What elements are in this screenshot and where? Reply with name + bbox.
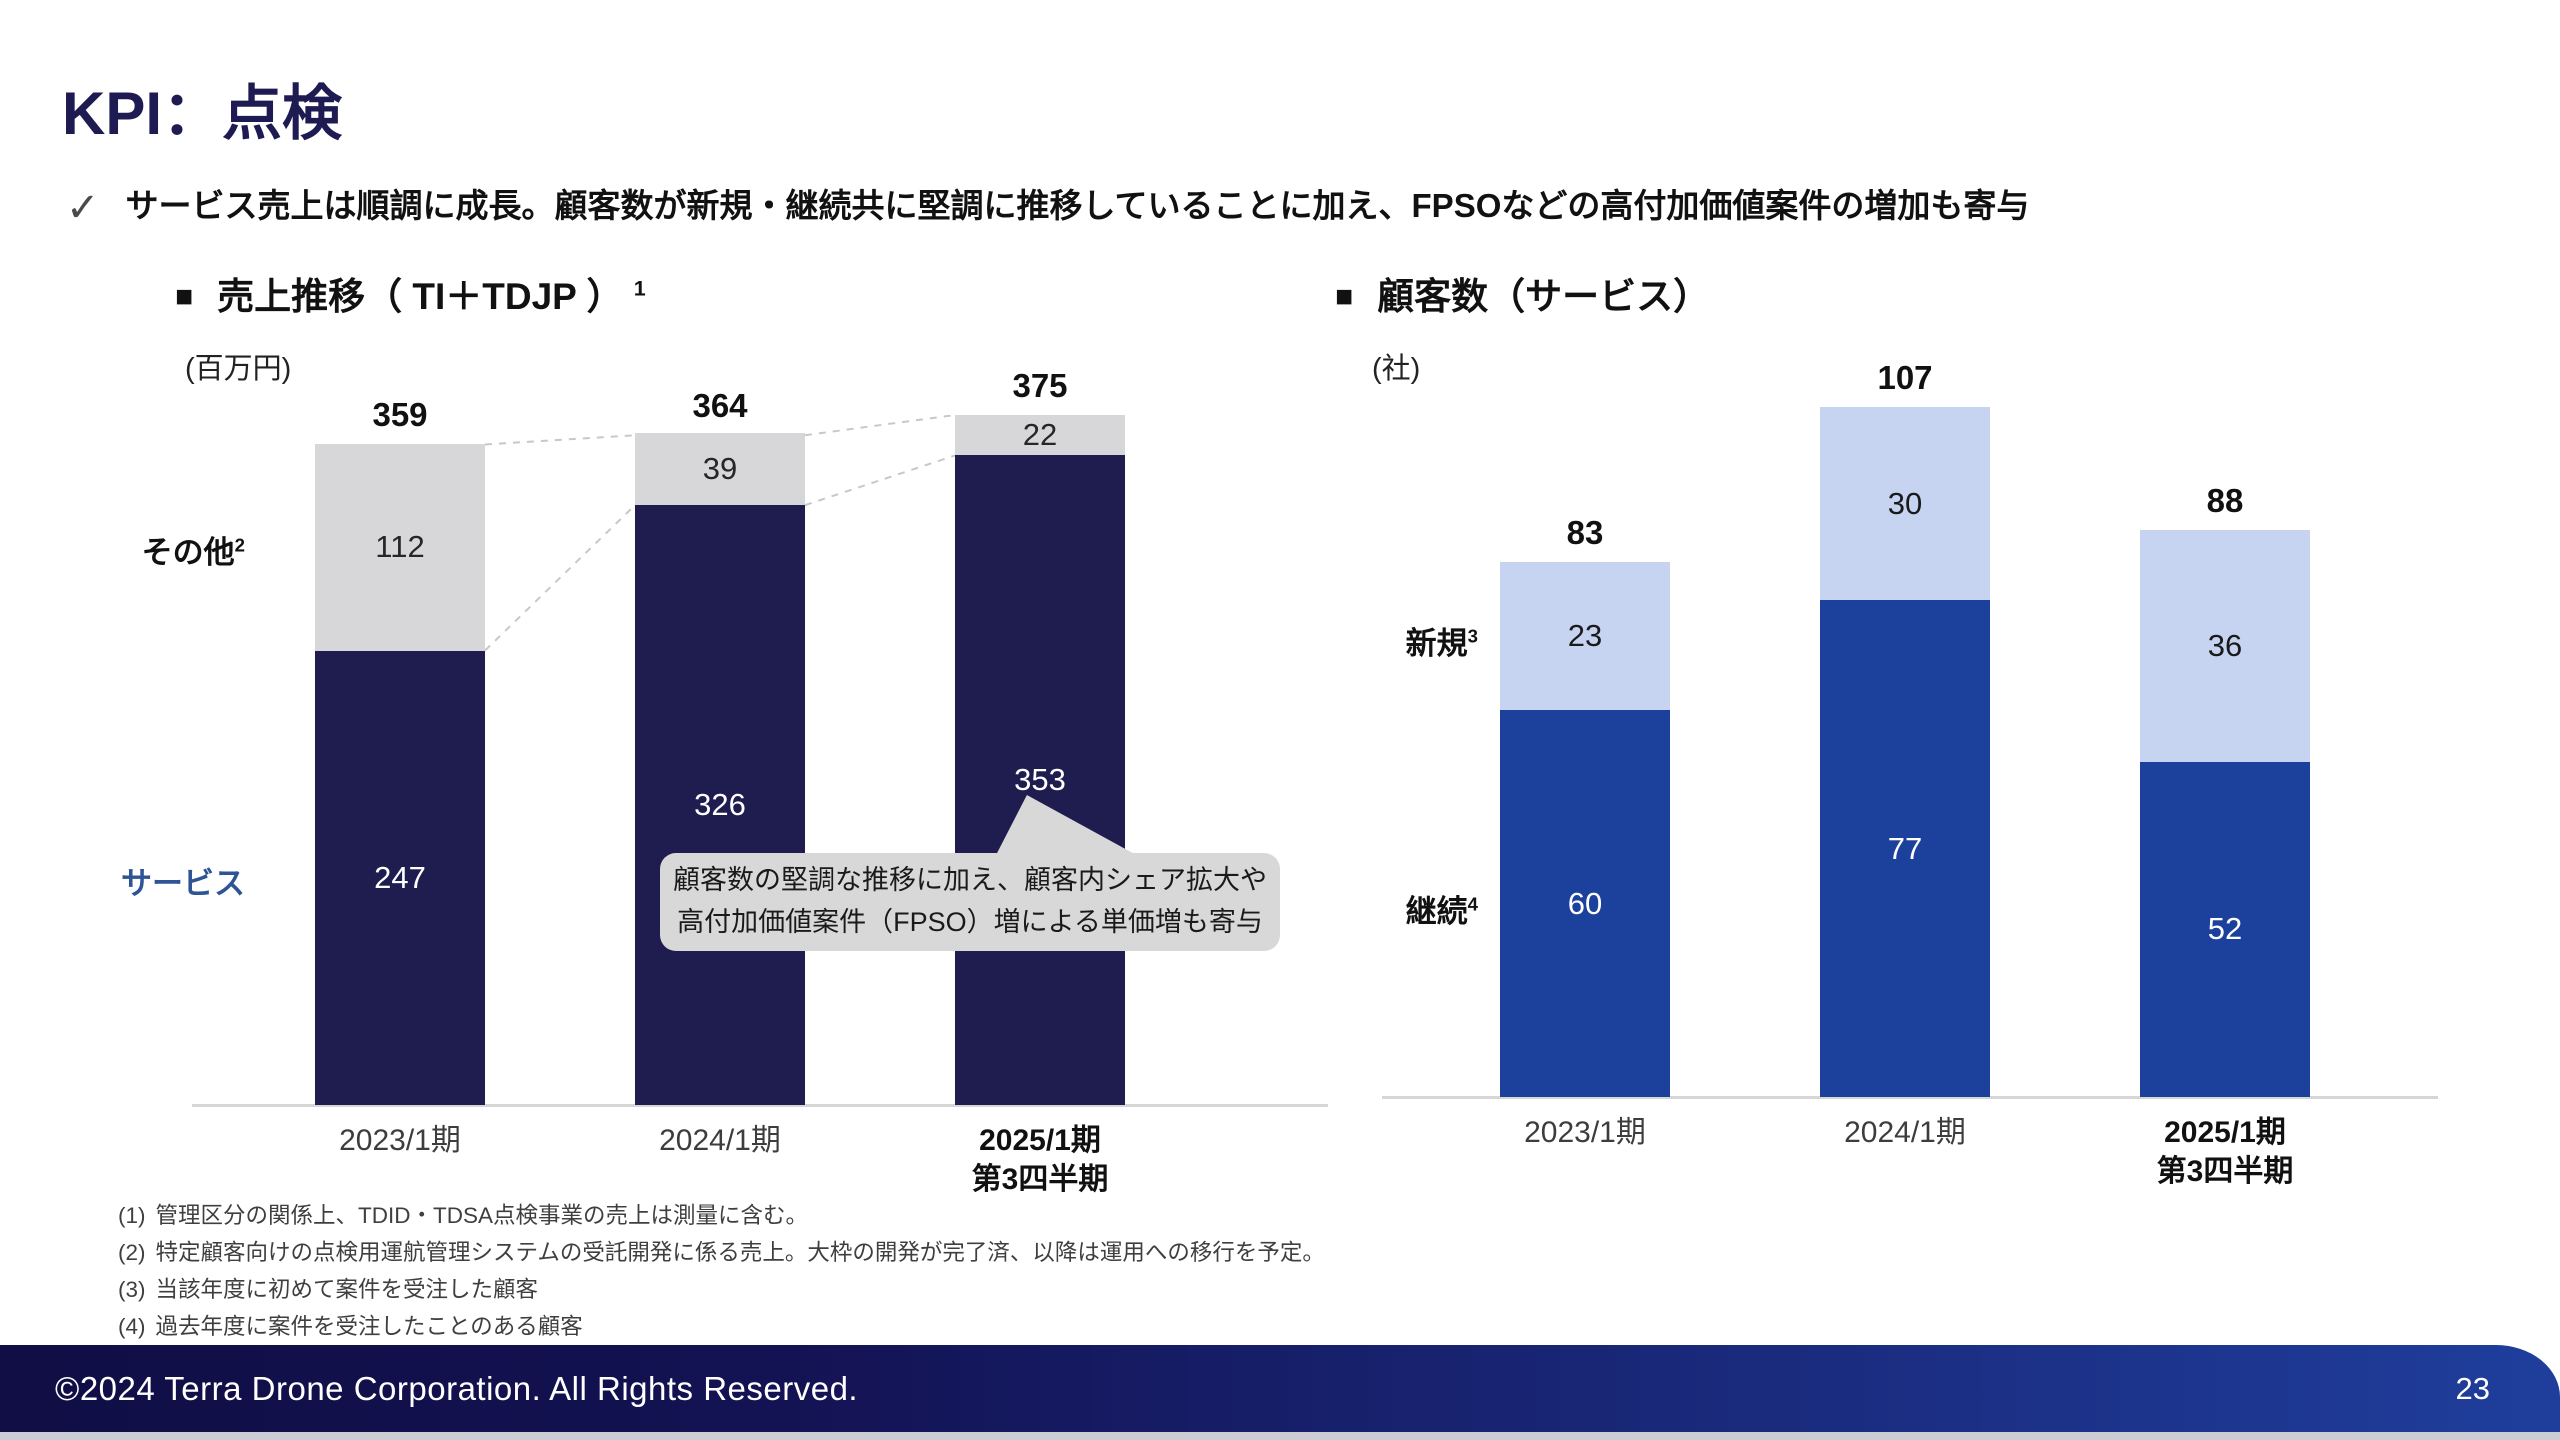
revenue-bar-2024/1期: 326 39 [635,433,805,1105]
legend-other-text: その他 [141,535,235,570]
segment-value: 30 [1887,485,1923,521]
footnote-1-text: 管理区分の関係上、TDID・TDSA点検事業の売上は測量に含む。 [155,1203,809,1228]
legend-continuing-text: 継続 [1405,894,1468,929]
footnote-4-num: (4) [118,1313,146,1339]
footnote-2: (2) 特定顧客向けの点検用運航管理システムの受託開発に係る売上。大枠の開発が完了… [118,1235,1325,1272]
total-label: 88 [2206,481,2244,519]
revenue-chart-header: ■ 売上推移（ TI＋TDJP ） 1 [175,278,646,315]
revenue-segment-その他: 112 [315,444,485,651]
revenue-segment-サービス: 247 [315,650,485,1105]
legend-new-label: 新規3 [1328,618,1478,663]
x-axis-label: 2023/1期 [1524,1116,1646,1149]
callout-line1: 顧客数の堅調な推移に加え、顧客内シェア拡大や [673,865,1267,896]
x-axis-label: 2023/1期 [339,1124,461,1157]
legend-other-label: その他2 [95,527,245,572]
footer-bar: ©2024 Terra Drone Corporation. All Right… [0,1345,2560,1432]
revenue-segment-その他: 39 [635,433,805,506]
segment-value: 36 [2207,627,2243,663]
revenue-title-superscript: 1 [633,276,646,301]
page-number: 23 [2455,1370,2490,1406]
revenue-unit-label: (百万円) [185,353,292,385]
segment-value: 353 [1014,762,1066,798]
footnote-2-num: (2) [118,1239,146,1265]
revenue-chart-title-text: 売上推移（ TI＋TDJP ） [217,276,624,317]
callout-box: 顧客数の堅調な推移に加え、顧客内シェア拡大や 高付加価値案件（FPSO）増による… [660,853,1280,951]
footnote-4: (4) 過去年度に案件を受注したことのある顧客 [118,1309,1325,1346]
summary-text: サービス売上は順調に成長。顧客数が新規・継続共に堅調に推移していることに加え、F… [125,187,2030,224]
customers-chart-plot: 60 23 83 2023/1期 77 30 107 2024/1期 52 36 88 2025/1期… [1382,359,2438,1188]
x-axis-label: 2025/1期 第3四半期 [2156,1116,2294,1188]
customers-segment-新規: 23 [1500,561,1670,711]
revenue-chart-title: 売上推移（ TI＋TDJP ） 1 [217,278,646,315]
segment-value: 60 [1567,885,1603,921]
footnote-4-text: 過去年度に案件を受注したことのある顧客 [155,1313,583,1339]
segment-value: 22 [1022,417,1058,453]
x-axis-label: 2025/1期 第3四半期 [971,1124,1109,1196]
footnotes: (1) 管理区分の関係上、TDID・TDSA点検事業の売上は測量に含む。 (2) 特… [118,1198,1325,1346]
copyright-text: ©2024 Terra Drone Corporation. All Right… [55,1369,859,1407]
footnote-1-num: (1) [118,1203,146,1228]
total-label: 364 [692,387,748,425]
revenue-bar-2023/1期: 247 112 [315,444,485,1105]
total-label: 83 [1566,513,1604,551]
x-axis-line [192,1104,1328,1107]
footnote-2-text: 特定顧客向けの点検用運航管理システムの受託開発に係る売上。大枠の開発が完了済、以… [155,1239,1325,1265]
footnote-3-num: (3) [118,1276,146,1302]
segment-value: 326 [694,787,746,823]
summary-row: ✓ サービス売上は順調に成長。顧客数が新規・継続共に堅調に推移していることに加え… [66,186,2029,228]
legend-other-superscript: 2 [234,534,245,556]
customers-segment-新規: 36 [2140,529,2310,762]
customers-segment-継続: 77 [1820,600,1990,1097]
legend-new-superscript: 3 [1467,625,1478,647]
segment-value: 112 [375,529,425,565]
customers-segment-新規: 30 [1820,407,1990,601]
x-axis-label: 2024/1期 [659,1124,781,1157]
customers-chart-header: ■ 顧客数（サービス） [1335,278,1710,315]
footnote-3-text: 当該年度に初めて案件を受注した顧客 [155,1276,539,1302]
segment-value: 23 [1567,617,1603,653]
revenue-segment-サービス: 353 [955,455,1125,1105]
customers-chart-title: 顧客数（サービス） [1377,276,1711,317]
x-axis-line [1382,1096,2438,1099]
total-label: 375 [1012,367,1068,404]
customers-bar-2023/1期: 60 23 [1500,561,1670,1097]
segment-value: 247 [374,859,426,895]
customers-segment-継続: 60 [1500,710,1670,1097]
legend-continuing-label: 継続4 [1328,886,1478,931]
customers-segment-継続: 52 [2140,761,2310,1097]
revenue-segment-その他: 22 [955,415,1125,456]
revenue-bar-2025/1期第3四半期: 353 22 [955,415,1125,1105]
bottom-edge-strip [0,1432,2560,1440]
x-axis-label: 2024/1期 [1844,1116,1966,1149]
customers-unit-label: (社) [1372,353,1421,385]
square-bullet-icon: ■ [175,279,194,313]
segment-value: 39 [702,451,738,487]
footnote-3: (3) 当該年度に初めて案件を受注した顧客 [118,1272,1325,1309]
page-title: KPI：点検 [62,80,343,147]
legend-service-label: サービス [121,866,245,901]
square-bullet-icon: ■ [1335,279,1354,313]
customers-bar-2024/1期: 77 30 [1820,407,1990,1097]
callout-line2: 高付加価値案件（FPSO）増による単価増も寄与 [677,907,1263,937]
footnote-1: (1) 管理区分の関係上、TDID・TDSA点検事業の売上は測量に含む。 [118,1198,1325,1235]
legend-new-text: 新規 [1405,626,1468,661]
revenue-chart-plot: 247 112 359 2023/1期 326 39 364 2024/1期 353 22 375 2… [192,367,1328,1196]
total-label: 107 [1877,359,1933,396]
checkmark-icon: ✓ [66,186,100,230]
segment-value: 52 [2207,911,2243,947]
revenue-segment-サービス: 326 [635,505,805,1105]
customers-bar-2025/1期第3四半期: 52 36 [2140,529,2310,1097]
total-label: 359 [372,396,428,434]
legend-continuing-superscript: 4 [1467,893,1478,915]
segment-value: 77 [1887,830,1923,866]
